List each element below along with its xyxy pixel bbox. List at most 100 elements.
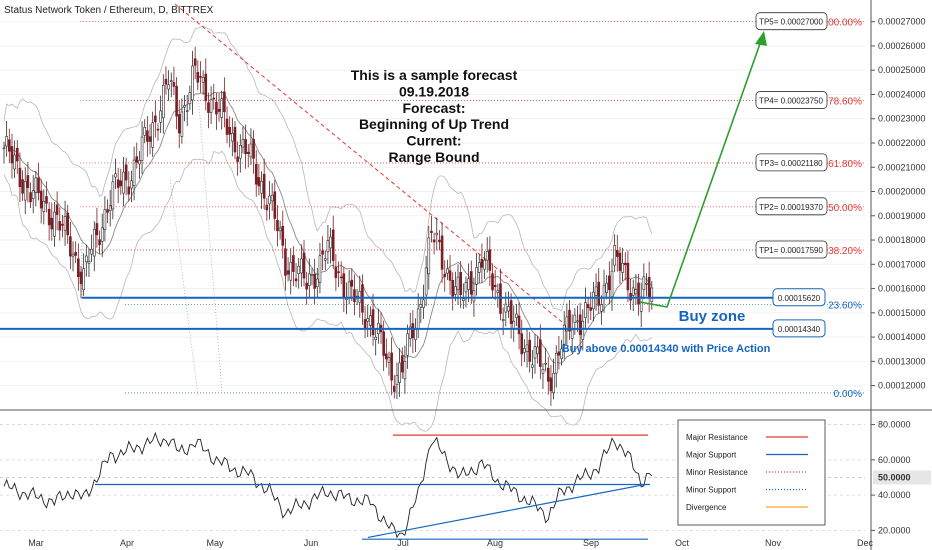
candle-body bbox=[509, 300, 513, 324]
candle-body bbox=[515, 313, 518, 318]
candle-body bbox=[326, 240, 330, 253]
candle-body bbox=[621, 262, 624, 273]
candle-body bbox=[488, 249, 492, 271]
candle-body bbox=[130, 180, 133, 189]
candle-body bbox=[63, 216, 67, 231]
candle-body bbox=[39, 190, 43, 209]
candle-body bbox=[98, 239, 101, 245]
candle-body bbox=[116, 179, 120, 188]
candle-body bbox=[350, 279, 354, 287]
candle-body bbox=[90, 248, 93, 255]
price-tick-label: 0.00023000 bbox=[878, 114, 926, 124]
candle-body bbox=[45, 196, 48, 204]
minor-diagonal bbox=[169, 179, 199, 396]
candle-body bbox=[411, 323, 415, 339]
candle-body bbox=[414, 328, 417, 340]
candle-body bbox=[602, 285, 606, 299]
candle-body bbox=[493, 285, 497, 287]
candle-body bbox=[119, 180, 123, 187]
candle-body bbox=[400, 355, 404, 373]
candle-body bbox=[276, 219, 279, 232]
candle-body bbox=[34, 177, 38, 193]
legend-entry-label: Major Resistance bbox=[686, 433, 748, 442]
candle-body bbox=[164, 78, 168, 85]
candle-body bbox=[374, 336, 378, 340]
candle-body bbox=[106, 209, 109, 213]
candle-body bbox=[42, 200, 46, 212]
fib-label: 0.00% bbox=[834, 389, 862, 400]
candle-body bbox=[576, 320, 579, 323]
candle-body bbox=[55, 204, 59, 215]
candle-body bbox=[637, 282, 640, 305]
forecast-note-line: 09.19.2018 bbox=[399, 83, 469, 99]
candle-body bbox=[618, 252, 622, 271]
target-box bbox=[755, 197, 828, 216]
candle-body bbox=[217, 109, 221, 112]
fib-label: 100.00% bbox=[823, 18, 863, 29]
candle-body bbox=[236, 156, 239, 162]
price-grid bbox=[0, 21, 865, 387]
candle-body bbox=[18, 167, 22, 188]
candle-body bbox=[313, 273, 316, 289]
candle-body bbox=[220, 98, 224, 118]
candle-body bbox=[589, 307, 593, 311]
target-label: TP2= 0.00019370 bbox=[759, 203, 823, 212]
candle-body bbox=[422, 299, 425, 308]
bollinger-bands bbox=[3, 25, 653, 432]
candle-body bbox=[318, 255, 322, 283]
forecast-note: This is a sample forecast09.19.2018Forec… bbox=[351, 67, 518, 165]
candle-body bbox=[29, 192, 32, 203]
candle-body bbox=[201, 77, 205, 83]
candle-body bbox=[300, 258, 303, 274]
candle-body bbox=[92, 229, 96, 257]
candle-body bbox=[616, 250, 619, 257]
candle-body bbox=[146, 130, 149, 142]
candle-body bbox=[127, 186, 131, 195]
candle-body bbox=[241, 139, 245, 148]
candle-body bbox=[308, 273, 311, 287]
fib-label: 50.00% bbox=[828, 203, 862, 214]
candle-body bbox=[477, 262, 481, 273]
lower-band bbox=[3, 150, 653, 432]
buy-zone-note: Buy above 0.00014340 with Price Action bbox=[562, 343, 771, 355]
candlestick-series bbox=[2, 46, 654, 406]
candle-body bbox=[480, 258, 484, 268]
candle-body bbox=[472, 290, 476, 302]
candle-body bbox=[406, 333, 409, 356]
candle-body bbox=[138, 160, 141, 165]
candle-body bbox=[122, 171, 125, 194]
candle-body bbox=[294, 278, 298, 282]
candle-body bbox=[467, 278, 470, 290]
candle-body bbox=[369, 315, 372, 326]
forecast-note-line: Range Bound bbox=[389, 149, 480, 165]
candle-body bbox=[568, 309, 571, 332]
price-tick-label: 0.00022000 bbox=[878, 138, 926, 148]
price-tick-label: 0.00019000 bbox=[878, 211, 926, 221]
candle-body bbox=[292, 255, 295, 272]
rsi-tick-label: 20.0000 bbox=[878, 525, 911, 535]
legend-entry-label: Major Support bbox=[686, 451, 737, 460]
candle-body bbox=[642, 276, 646, 290]
candle-body bbox=[124, 164, 128, 181]
candle-body bbox=[520, 333, 524, 355]
candle-body bbox=[546, 367, 550, 382]
trend-lines bbox=[169, 3, 563, 396]
candle-body bbox=[539, 339, 542, 367]
candle-body bbox=[265, 204, 269, 211]
time-axis: Mar Apr May Jun Jul Aug Sep Oct Nov Dec bbox=[28, 538, 873, 548]
candle-body bbox=[605, 282, 608, 293]
candle-body bbox=[557, 351, 561, 356]
candle-body bbox=[23, 181, 27, 201]
candle-body bbox=[398, 362, 401, 383]
price-tick-label: 0.00016000 bbox=[878, 284, 926, 294]
candle-body bbox=[100, 227, 104, 242]
candle-body bbox=[143, 127, 147, 136]
candle-body bbox=[446, 268, 449, 274]
candle-body bbox=[82, 268, 85, 291]
candle-body bbox=[238, 144, 242, 159]
candle-body bbox=[50, 217, 54, 230]
buy-zone-lower-value: 0.00014340 bbox=[778, 325, 821, 334]
forecast-note-line: This is a sample forecast bbox=[351, 67, 518, 83]
candle-body bbox=[69, 236, 72, 257]
candle-body bbox=[95, 223, 99, 236]
